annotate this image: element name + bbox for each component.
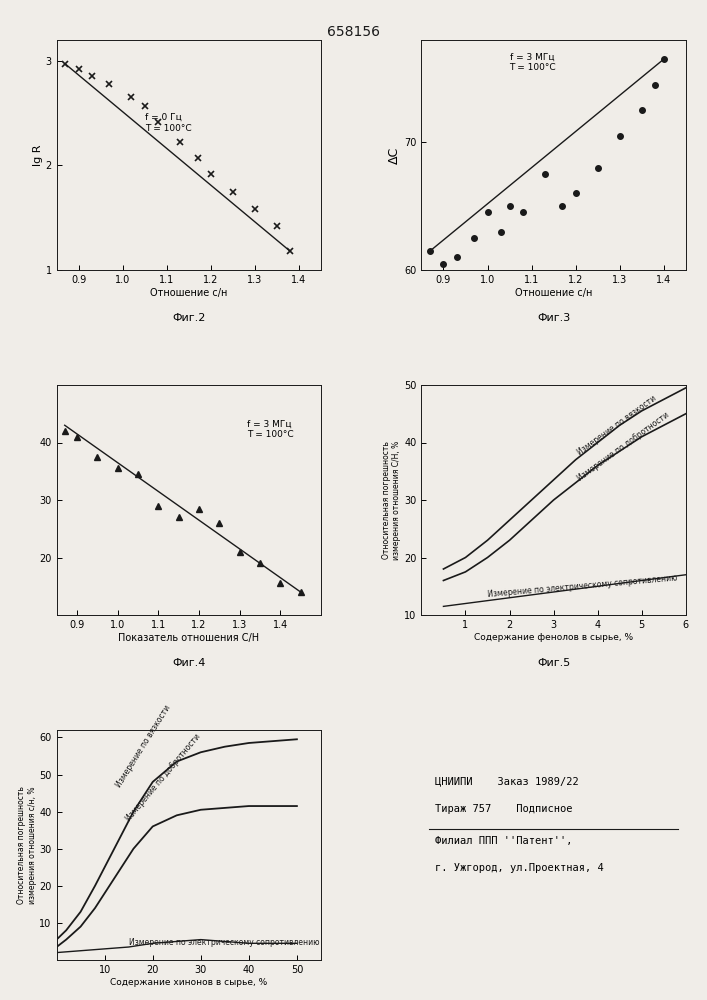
Text: f = 3 МГц
T = 100°C: f = 3 МГц T = 100°C [247, 420, 293, 439]
Text: Измерение по электрическому сопротивлению: Измерение по электрическому сопротивлени… [488, 573, 678, 599]
Text: Измерение по электрическому сопротивлению: Измерение по электрическому сопротивлени… [129, 938, 319, 947]
Text: f = 3 МГц
T = 100°C: f = 3 МГц T = 100°C [510, 53, 556, 72]
Text: Фиг.4: Фиг.4 [172, 658, 206, 668]
X-axis label: Показатель отношения С/Н: Показатель отношения С/Н [118, 633, 259, 643]
Text: Тираж 757    Подписное: Тираж 757 Подписное [435, 804, 572, 814]
Text: Фиг.2: Фиг.2 [172, 313, 206, 323]
Text: Фиг.5: Фиг.5 [537, 658, 571, 668]
X-axis label: Содержание фенолов в сырье, %: Содержание фенолов в сырье, % [474, 633, 633, 642]
Text: ЦНИИПИ    Заказ 1989/22: ЦНИИПИ Заказ 1989/22 [435, 776, 578, 786]
Text: Фиг.3: Фиг.3 [537, 313, 571, 323]
Y-axis label: ΔC: ΔC [388, 146, 402, 164]
Text: Измерение по добротности: Измерение по добротности [575, 410, 671, 483]
Text: f = 0 Гц
T = 100°C: f = 0 Гц T = 100°C [145, 113, 192, 133]
X-axis label: Отношение с/н: Отношение с/н [515, 288, 592, 298]
Y-axis label: lg R: lg R [33, 144, 42, 166]
Text: Измерение по добротности: Измерение по добротности [124, 732, 202, 823]
Text: Измерение по вязкости: Измерение по вязкости [575, 394, 658, 457]
Y-axis label: Относительная погрешность
измерения отношения С/Н, %: Относительная погрешность измерения отно… [382, 440, 402, 560]
Text: г. Ужгород, ул.Проектная, 4: г. Ужгород, ул.Проектная, 4 [435, 863, 603, 873]
X-axis label: Отношение с/н: Отношение с/н [150, 288, 228, 298]
Text: 658156: 658156 [327, 25, 380, 39]
Text: Филиал ППП ''Патент'',: Филиал ППП ''Патент'', [435, 836, 572, 846]
Text: Измерение по вязкости: Измерение по вязкости [115, 704, 173, 789]
Y-axis label: Относительная погрешность
измерения отношения с/н, %: Относительная погрешность измерения отно… [17, 786, 37, 904]
X-axis label: Содержание хинонов в сырье, %: Содержание хинонов в сырье, % [110, 978, 267, 987]
